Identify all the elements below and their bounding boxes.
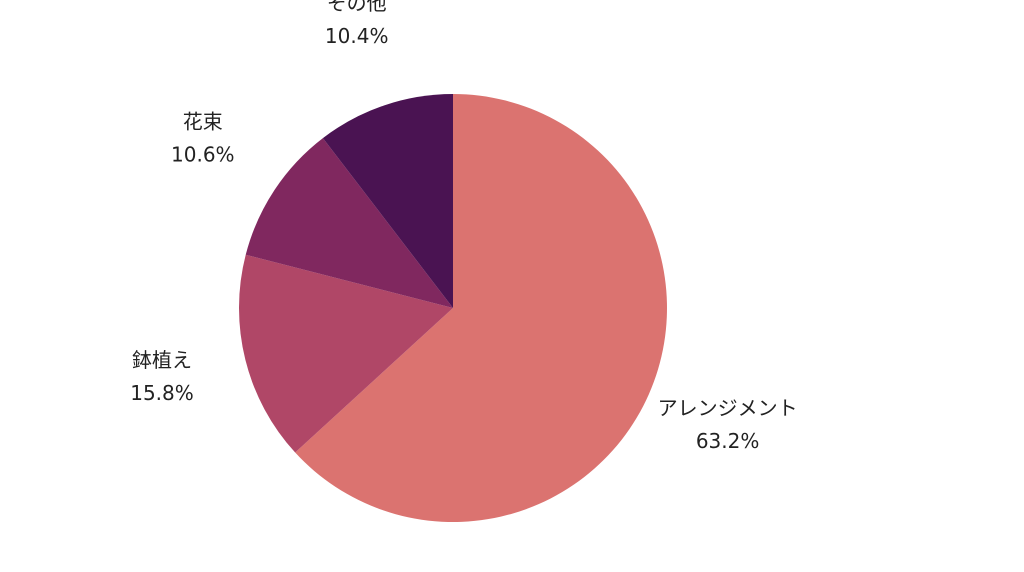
pie-slice-3 xyxy=(322,94,453,308)
slice-label-2: 花束 10.6% xyxy=(171,110,235,167)
pie-slice-1 xyxy=(238,254,453,453)
pie-slice-0 xyxy=(295,94,667,522)
slice-label-3: その他 10.4% xyxy=(325,0,389,48)
slice-label-1: 鉢植え 15.8% xyxy=(130,348,194,405)
pie-labels: アレンジメント 63.2% 鉢植え 15.8% 花束 10.6% その他 10.4% xyxy=(130,0,797,453)
slice-label-0: アレンジメント 63.2% xyxy=(658,396,798,453)
slice-value-label: 15.8% xyxy=(130,381,194,405)
pie-slices xyxy=(238,94,667,522)
slice-category-label: 鉢植え xyxy=(132,348,192,372)
slice-category-label: アレンジメント xyxy=(658,396,798,420)
pie-slice-2 xyxy=(245,138,453,308)
slice-value-label: 63.2% xyxy=(696,429,760,453)
slice-category-label: その他 xyxy=(327,0,387,15)
slice-value-label: 10.6% xyxy=(171,143,235,167)
slice-category-label: 花束 xyxy=(183,110,223,134)
slice-value-label: 10.4% xyxy=(325,24,389,48)
